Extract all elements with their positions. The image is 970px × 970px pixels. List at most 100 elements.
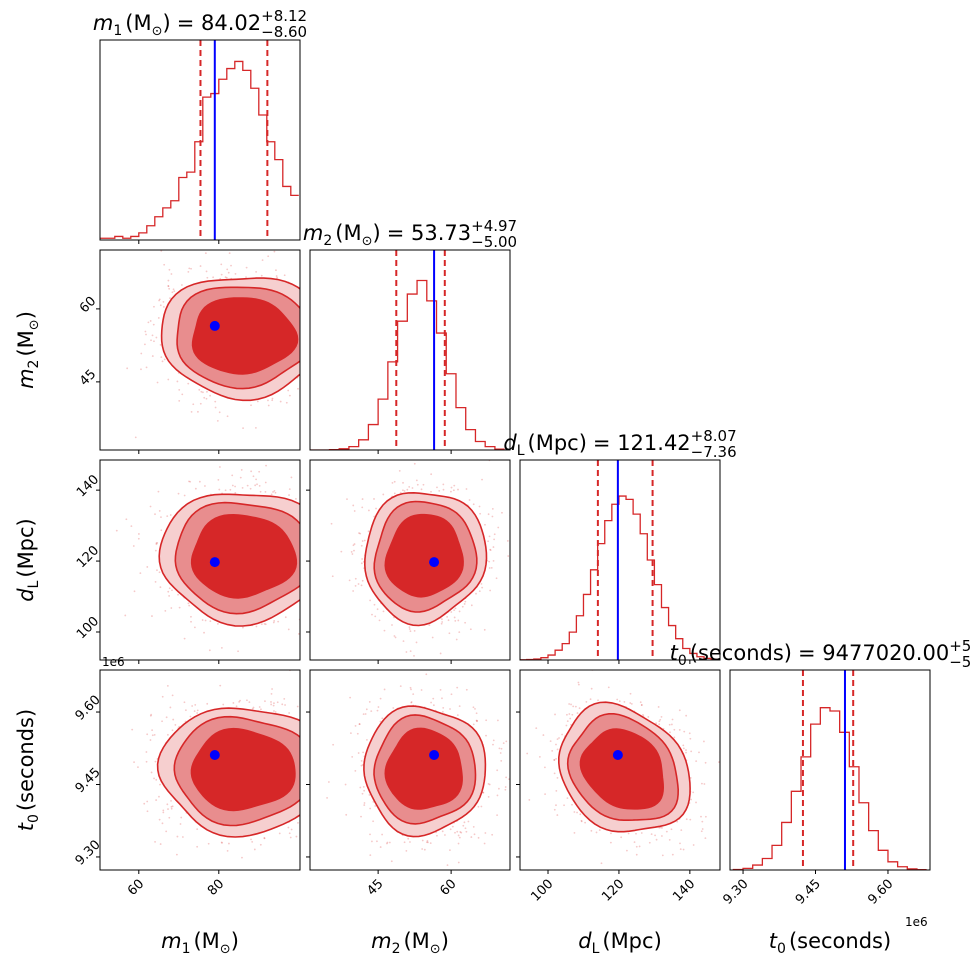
sample-point bbox=[183, 494, 186, 497]
sample-point bbox=[161, 360, 164, 363]
panel-m2-m2: m2 (M⊙) = 53.73+4.97−5.00 bbox=[303, 217, 517, 454]
truth-point bbox=[209, 557, 220, 568]
sample-point bbox=[216, 419, 219, 422]
sample-point bbox=[323, 319, 325, 321]
sample-point bbox=[327, 581, 329, 583]
sample-point bbox=[177, 492, 180, 495]
sample-point bbox=[224, 451, 226, 453]
sample-point bbox=[332, 304, 334, 306]
sample-point bbox=[393, 492, 396, 495]
sample-point bbox=[190, 620, 192, 623]
sample-point bbox=[193, 710, 196, 713]
sample-point bbox=[413, 462, 416, 465]
sample-point bbox=[343, 737, 345, 739]
sample-point bbox=[431, 636, 434, 639]
sample-point bbox=[254, 484, 257, 487]
sample-point bbox=[231, 484, 234, 487]
sample-point bbox=[305, 529, 307, 531]
sample-point bbox=[415, 641, 418, 644]
sample-point bbox=[205, 270, 208, 273]
sample-point bbox=[290, 476, 293, 479]
sample-point bbox=[197, 410, 199, 413]
sample-point bbox=[172, 288, 175, 291]
sample-point bbox=[163, 263, 166, 266]
sample-point bbox=[311, 513, 313, 515]
histogram-bin bbox=[446, 374, 456, 450]
sample-point bbox=[224, 276, 227, 279]
sample-point bbox=[198, 480, 201, 483]
sample-point bbox=[320, 321, 322, 323]
sample-point bbox=[361, 540, 364, 542]
sample-point bbox=[173, 290, 176, 293]
sample-point bbox=[481, 586, 484, 589]
sample-point bbox=[317, 502, 319, 504]
sample-point bbox=[408, 626, 411, 629]
sample-point bbox=[358, 532, 360, 534]
sample-point bbox=[263, 623, 266, 625]
sample-point bbox=[204, 619, 207, 622]
sample-point bbox=[314, 811, 316, 813]
histogram-bin bbox=[179, 178, 187, 241]
sample-point bbox=[252, 475, 255, 478]
title-plus: +8.12 bbox=[261, 7, 307, 25]
sample-point bbox=[308, 363, 310, 365]
sample-point bbox=[166, 515, 169, 517]
sample-point bbox=[264, 481, 267, 484]
sample-point bbox=[452, 489, 455, 492]
histogram-bin bbox=[591, 570, 598, 660]
sample-point bbox=[331, 549, 333, 551]
sample-point bbox=[306, 302, 308, 304]
sample-point bbox=[267, 255, 270, 258]
sample-point bbox=[335, 775, 337, 777]
sample-point bbox=[187, 271, 190, 273]
sample-point bbox=[272, 704, 275, 707]
sample-point bbox=[325, 752, 327, 754]
sample-point bbox=[333, 334, 335, 336]
sample-point bbox=[200, 390, 203, 393]
histogram-bin bbox=[583, 594, 590, 660]
sample-point bbox=[145, 366, 148, 369]
sample-point bbox=[436, 486, 438, 489]
sample-point bbox=[217, 622, 219, 625]
sample-point bbox=[311, 404, 313, 406]
sample-point bbox=[305, 568, 307, 570]
sample-point bbox=[463, 603, 466, 605]
sample-point bbox=[450, 611, 453, 613]
sample-point bbox=[216, 247, 218, 249]
sample-point bbox=[230, 264, 232, 267]
sample-point bbox=[382, 610, 385, 613]
histogram-bin bbox=[243, 70, 251, 240]
sample-point bbox=[334, 378, 336, 380]
sample-point bbox=[183, 637, 186, 640]
sample-point bbox=[202, 391, 204, 394]
sample-point bbox=[150, 339, 152, 342]
sample-point bbox=[328, 381, 330, 383]
sample-point bbox=[324, 544, 326, 546]
sample-point bbox=[319, 680, 321, 682]
y-tick-label: 120 bbox=[74, 543, 102, 571]
sample-point bbox=[150, 771, 153, 774]
sample-point bbox=[194, 487, 197, 490]
sample-point bbox=[334, 527, 336, 529]
sample-point bbox=[163, 358, 166, 361]
sample-point bbox=[270, 692, 273, 695]
sample-point bbox=[171, 589, 173, 592]
panel-content bbox=[126, 247, 336, 439]
sample-point bbox=[145, 333, 147, 336]
sample-point bbox=[409, 630, 412, 633]
sample-point bbox=[306, 570, 308, 572]
sample-point bbox=[132, 545, 135, 547]
sample-point bbox=[413, 654, 415, 657]
sample-point bbox=[439, 652, 442, 655]
sample-point bbox=[353, 549, 355, 552]
histogram-bin bbox=[456, 408, 466, 450]
panel-frame bbox=[309, 459, 511, 661]
sample-point bbox=[308, 804, 310, 806]
sample-point bbox=[363, 539, 366, 542]
sample-point bbox=[133, 590, 136, 593]
sample-point bbox=[303, 505, 305, 507]
title-value: 53.73 bbox=[411, 221, 471, 245]
sample-point bbox=[317, 594, 319, 596]
